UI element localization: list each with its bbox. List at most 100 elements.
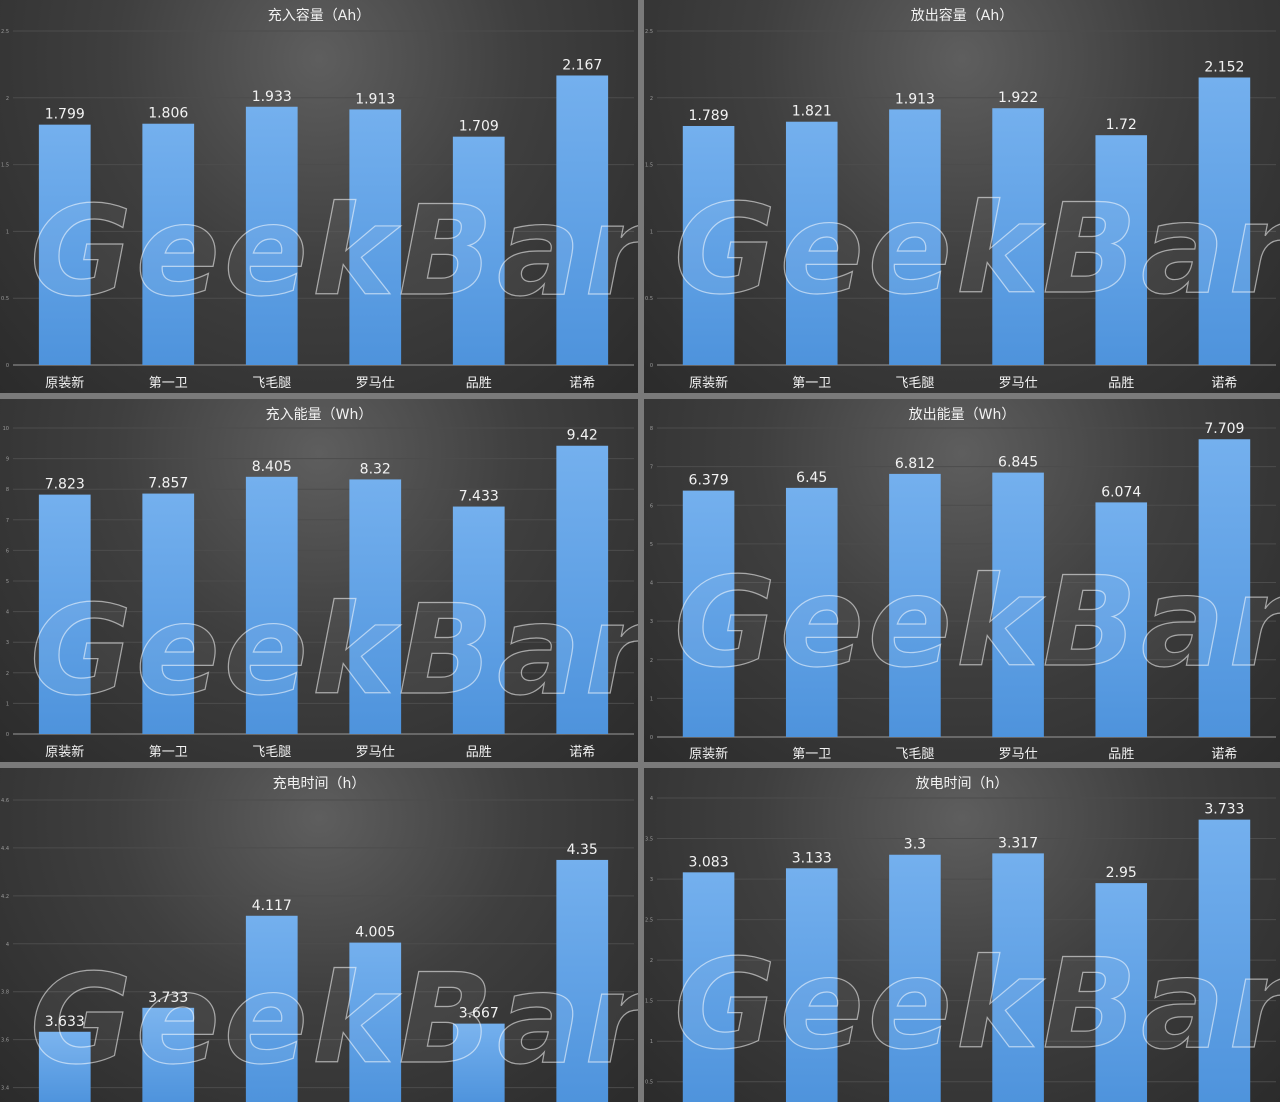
data-label: 1.913 [895,91,935,107]
x-tick-label: 原装新 [45,375,84,391]
y-tick-label: 0 [650,363,653,369]
bar [349,479,402,734]
y-tick-label: 4 [650,796,653,802]
chart-svg: 0 1 2 3 4 5 6 7 8 6.379 原装新 6.45 第一卫 6.812 飞毛腿 6.845 罗马仕… [650,421,1276,762]
bar [682,490,735,737]
chart-svg: 0.5 1 1.5 2 2.5 3 3.5 4 3.083 3.133 3.3 3.317 2.95 3.… [645,796,1276,1102]
y-tick-label: 1.5 [645,999,653,1005]
data-label: 3.633 [45,1014,85,1030]
y-tick-label: 4.6 [1,798,9,804]
x-tick-label: 原装新 [45,744,84,760]
y-tick-label: 3 [650,619,653,625]
y-tick-label: 4 [650,581,653,587]
bar [38,124,91,366]
y-tick-label: 1 [650,229,653,235]
y-tick-label: 4.4 [1,846,9,852]
x-tick-label: 第一卫 [149,376,188,391]
data-label: 6.074 [1101,484,1141,500]
x-tick-label: 诺希 [569,745,595,760]
bar [1198,439,1251,737]
y-tick-label: 5 [6,579,9,585]
y-tick-label: 8 [6,487,9,493]
chart-panel-discharge-energy: 0 1 2 3 4 5 6 7 8 6.379 原装新 6.45 第一卫 6.812 飞毛腿 6.845 罗马仕… [644,399,1280,762]
data-label: 8.405 [252,459,292,475]
data-label: 7.709 [1204,421,1244,437]
y-tick-label: 1 [650,1039,653,1045]
x-tick-label: 飞毛腿 [252,745,291,760]
x-tick-label: 诺希 [569,376,595,391]
data-label: 1.821 [792,104,832,120]
bar [38,1031,91,1102]
bar [889,109,941,365]
bar [556,75,609,365]
data-label: 6.812 [895,456,935,472]
x-tick-label: 品胜 [466,745,492,760]
y-tick-label: 3 [650,877,653,883]
y-tick-label: 1 [6,701,9,707]
bar [349,942,402,1102]
x-tick-label: 第一卫 [792,376,831,391]
x-tick-label: 第一卫 [149,745,188,760]
y-tick-label: 3.8 [1,990,9,996]
bar [245,915,298,1102]
y-tick-label: 0 [6,363,9,369]
x-tick-label: 原装新 [689,746,728,762]
chart-title: 放出容量（Ah） [910,8,1014,24]
y-tick-label: 9 [6,457,9,463]
data-label: 4.35 [567,842,598,858]
chart-panel-charge-capacity: 0 0.5 1 1.5 2 2.5 1.799 原装新 1.806 第一卫 1.933 飞毛腿 1.91… [0,0,638,393]
bar [142,493,195,734]
x-tick-label: 罗马仕 [999,747,1038,762]
chart-panel-charge-energy: 0 1 2 3 4 5 6 7 8 9 10 7.823 原装新 7.857 第一卫 8.405 飞毛腿 8.32… [0,399,638,762]
y-tick-label: 4 [6,942,9,948]
y-tick-label: 3 [6,640,9,646]
data-label: 6.45 [796,470,827,486]
y-tick-label: 2 [6,671,9,677]
chart-title: 充入能量（Wh） [265,407,373,423]
bar [1095,502,1148,737]
chart-panel-discharge-capacity: 0 0.5 1 1.5 2 2.5 1.789 原装新 1.821 第一卫 1.913 飞毛腿 1.92… [644,0,1280,393]
data-label: 2.167 [562,57,602,73]
chart-panel-discharge-time: 0.5 1 1.5 2 2.5 3 3.5 4 3.083 3.133 3.3 3.317 2.95 3.… [644,768,1280,1102]
y-tick-label: 0.5 [1,296,9,302]
data-label: 3.667 [459,1006,499,1022]
data-label: 1.922 [998,90,1038,106]
chart-svg: 3.4 3.6 3.8 4 4.2 4.4 4.6 3.633 3.733 4.117 4.005 3… [1,798,634,1102]
data-label: 6.845 [998,455,1038,471]
bar [142,1007,195,1102]
x-tick-label: 原装新 [689,375,728,391]
x-tick-label: 诺希 [1211,747,1237,762]
data-label: 9.42 [567,428,598,444]
data-label: 1.933 [252,89,292,105]
chart-svg: 0 1 2 3 4 5 6 7 8 9 10 7.823 原装新 7.857 第一卫 8.405 飞毛腿 8.32… [3,426,634,760]
y-tick-label: 4.2 [1,894,9,900]
bar [245,106,298,366]
y-tick-label: 7 [6,518,9,524]
bar [992,108,1044,366]
y-tick-label: 2 [650,96,653,102]
chart-panel-charge-time: 3.4 3.6 3.8 4 4.2 4.4 4.6 3.633 3.733 4.117 4.005 3… [0,768,638,1102]
y-tick-label: 0 [650,735,653,741]
bar [785,868,838,1102]
data-label: 7.823 [45,477,85,493]
data-label: 7.857 [148,476,188,492]
x-tick-label: 诺希 [1211,376,1237,391]
y-tick-label: 3.5 [645,837,653,843]
bar [992,853,1044,1102]
y-tick-label: 2 [650,958,653,964]
chart-title: 充入容量（Ah） [267,8,371,24]
data-label: 1.913 [355,91,395,107]
data-label: 1.789 [689,108,729,124]
x-tick-label: 罗马仕 [356,376,395,391]
y-tick-label: 4 [6,610,9,616]
bar [349,109,402,365]
data-label: 3.733 [1204,802,1244,818]
bar [38,494,91,734]
data-label: 3.133 [792,850,832,866]
data-label: 1.806 [148,106,188,122]
data-label: 3.317 [998,835,1038,851]
y-tick-label: 1 [6,229,9,235]
data-label: 3.733 [148,990,188,1006]
data-label: 2.95 [1106,865,1137,881]
